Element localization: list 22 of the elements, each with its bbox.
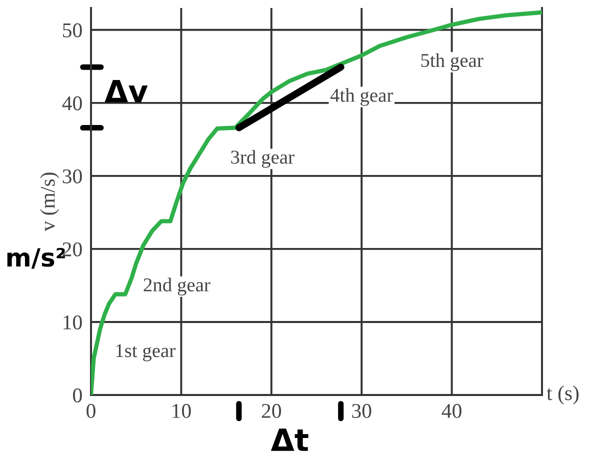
line-series (91, 10, 542, 395)
x-tick-label: 0 (86, 404, 96, 418)
annotation: 2nd gear (144, 278, 210, 296)
text: Δt (270, 428, 308, 451)
x-axis-title: t (s) (546, 386, 579, 404)
y-tick-label: 10 (64, 315, 82, 330)
x-tick-label: 30 (352, 404, 372, 418)
annotation: Δv (104, 80, 148, 102)
y-tick-label: 40 (62, 96, 82, 110)
x-tick-label: 40 (442, 404, 462, 418)
x-tick-label: 20 (262, 404, 282, 418)
text: m/s² (7, 248, 65, 269)
annotation: 5th gear (421, 53, 484, 72)
y-axis-title: v (m/s) (40, 172, 60, 232)
y-tick-label: 0 (73, 388, 82, 402)
y-tick-label: 50 (63, 23, 82, 38)
annotation: 3rd gear (231, 150, 294, 168)
x-tick-label: 10 (172, 404, 191, 418)
annotation: 4th gear (330, 88, 394, 106)
y-tick-label: 20 (62, 242, 82, 256)
annotation: 1st gear (116, 344, 176, 362)
y-tick-label: 30 (62, 169, 82, 184)
